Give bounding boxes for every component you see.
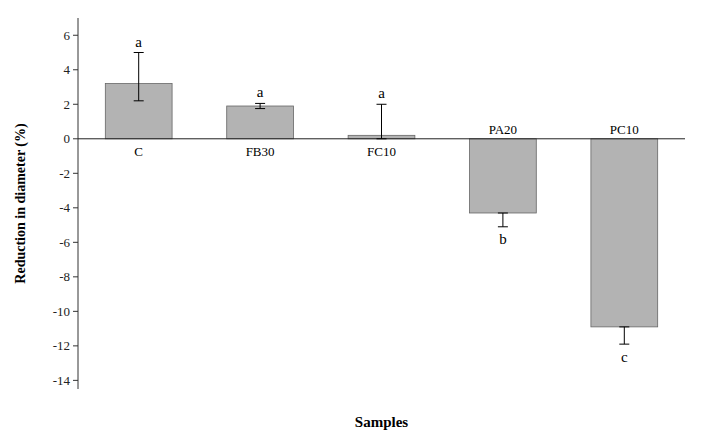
error-cap [134, 52, 144, 53]
y-tick [73, 380, 78, 381]
error-bar [377, 104, 387, 139]
category-label: C [134, 144, 143, 159]
error-cap [619, 344, 629, 345]
error-cap [255, 103, 265, 104]
y-tick-label: 6 [64, 28, 71, 43]
error-bar [498, 213, 508, 227]
bar [227, 106, 294, 139]
category-label: FB30 [246, 144, 275, 159]
error-cap [498, 226, 508, 227]
y-tick-label: 4 [64, 62, 71, 77]
error-stem [381, 104, 382, 139]
bars [105, 84, 657, 327]
y-tick-label: -4 [59, 200, 70, 215]
error-stem [260, 103, 261, 108]
y-tick [73, 173, 78, 174]
x-axis-title: Samples [355, 414, 409, 430]
sig-label: c [621, 349, 628, 365]
y-tick [73, 207, 78, 208]
y-axis-line [78, 18, 79, 389]
labels: Ca FB30 a FC10 a PA20 b PC10 c [134, 34, 638, 365]
y-tick-label: 0 [64, 131, 71, 146]
y-axis-title: Reduction in diameter (%) [13, 123, 29, 284]
error-bar [619, 327, 629, 344]
y-tick-label: -8 [59, 269, 70, 284]
error-cap [377, 104, 387, 105]
error-cap [619, 326, 629, 327]
error-cap [134, 100, 144, 101]
y-tick [73, 104, 78, 105]
error-bars [134, 53, 630, 345]
y-tick [73, 69, 78, 70]
sig-label: a [135, 34, 142, 50]
sig-label: a [378, 85, 385, 101]
y-tick-label: -10 [53, 304, 70, 319]
chart-container: -14 -12 -10 -8 -6 -4 -2 0 2 4 6 Ca FB30 a FC10 a PA20 b PC… [0, 0, 705, 441]
y-tick-label: -14 [53, 373, 71, 388]
y-tick-label: -12 [53, 338, 70, 353]
y-tick-label: -2 [59, 166, 70, 181]
error-bar [255, 103, 265, 108]
y-tick [73, 242, 78, 243]
category-label: PC10 [610, 122, 639, 137]
error-cap [498, 212, 508, 213]
category-label: FC10 [367, 144, 396, 159]
category-label: PA20 [489, 122, 517, 137]
y-tick [73, 138, 78, 139]
bar [591, 139, 658, 327]
y-axis: -14 -12 -10 -8 -6 -4 -2 0 2 4 6 [53, 18, 78, 389]
chart: -14 -12 -10 -8 -6 -4 -2 0 2 4 6 Ca FB30 a FC10 a PA20 b PC… [0, 0, 705, 441]
bar [470, 139, 537, 213]
y-tick [73, 276, 78, 277]
y-tick [73, 311, 78, 312]
error-cap [255, 108, 265, 109]
error-cap [377, 138, 387, 139]
sig-label: b [499, 231, 507, 247]
y-tick [73, 35, 78, 36]
error-stem [502, 213, 503, 227]
error-stem [624, 327, 625, 344]
y-tick-label: 2 [64, 97, 71, 112]
error-stem [138, 53, 139, 101]
zero-line [78, 138, 685, 139]
y-tick [73, 345, 78, 346]
error-bar [134, 53, 144, 101]
sig-label: a [257, 84, 264, 100]
y-tick-label: -6 [59, 235, 70, 250]
